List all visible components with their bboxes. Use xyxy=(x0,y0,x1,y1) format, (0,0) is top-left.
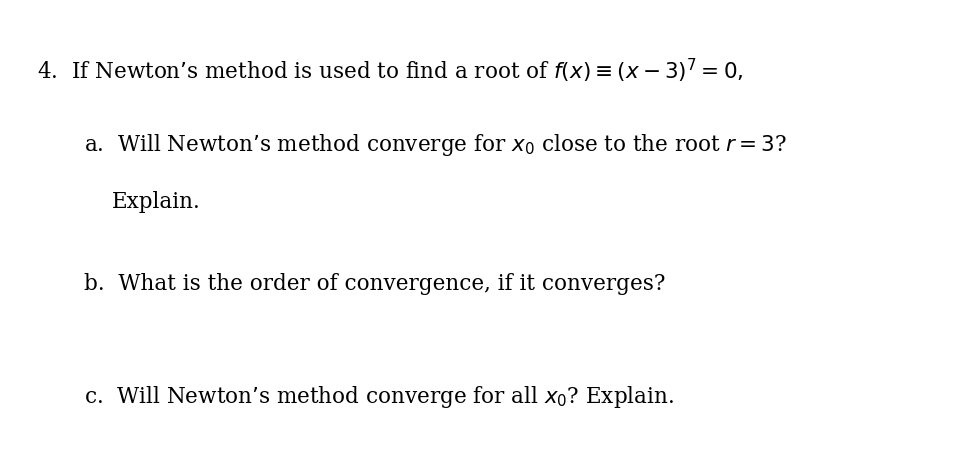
Text: c.  Will Newton’s method converge for all $x_0$? Explain.: c. Will Newton’s method converge for all… xyxy=(83,384,673,410)
Text: a.  Will Newton’s method converge for $x_0$ close to the root $r = 3$?: a. Will Newton’s method converge for $x_… xyxy=(83,132,787,158)
Text: 4.  If Newton’s method is used to find a root of $f(x) \equiv (x-3)^7 = 0,$: 4. If Newton’s method is used to find a … xyxy=(37,57,743,85)
Text: b.  What is the order of convergence, if it converges?: b. What is the order of convergence, if … xyxy=(83,273,665,295)
Text: Explain.: Explain. xyxy=(112,191,200,213)
